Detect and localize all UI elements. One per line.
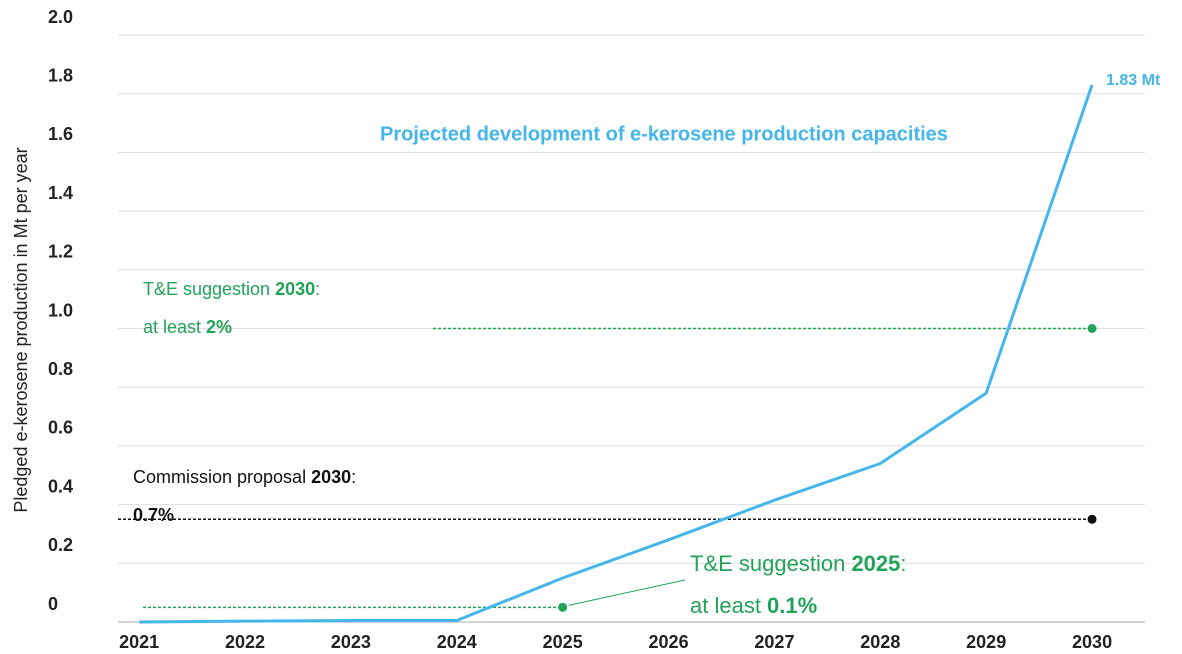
y-tick-label: 0.6 [48, 418, 73, 438]
x-tick-label: 2030 [1072, 632, 1112, 652]
annotation: at least 2% [143, 317, 232, 337]
x-tick-label: 2023 [331, 632, 371, 652]
annotation-part: : [900, 551, 906, 576]
annotation: at least 0.1% [690, 593, 817, 618]
annotation-part: 2030 [311, 467, 351, 487]
annotation-part: 2% [206, 317, 232, 337]
annotation-part: 2030 [275, 279, 315, 299]
x-tick-label: 2027 [754, 632, 794, 652]
y-tick-label: 0.8 [48, 359, 73, 379]
y-tick-label: 1.0 [48, 300, 73, 320]
x-tick-label: 2021 [119, 632, 159, 652]
annotation-part: Commission proposal [133, 467, 311, 487]
annotation: T&E suggestion 2030: [143, 279, 320, 299]
annotation: T&E suggestion 2025: [690, 551, 907, 576]
y-tick-label: 0 [48, 594, 58, 614]
reference-dot [1087, 324, 1097, 333]
x-tick-label: 2022 [225, 632, 265, 652]
y-tick-label: 1.4 [48, 183, 73, 203]
annotation-part: : [351, 467, 356, 487]
y-axis-label: Pledged e-kerosene production in Mt per … [11, 147, 31, 512]
legend-label: Projected development of e-kerosene prod… [380, 123, 948, 145]
x-tick-label: 2026 [649, 632, 689, 652]
y-tick-label: 1.2 [48, 242, 73, 262]
y-tick-label: 1.6 [48, 124, 73, 144]
annotation-part: at least [690, 593, 767, 618]
annotation: Commission proposal 2030: [133, 467, 356, 487]
y-tick-label: 2.0 [48, 7, 73, 27]
y-tick-label: 1.8 [48, 65, 73, 85]
data-line [139, 84, 1094, 624]
y-tick-label: 0.2 [48, 535, 73, 555]
annotation-part: T&E suggestion [690, 551, 851, 576]
annotation-part: : [315, 279, 320, 299]
reference-dot [1087, 514, 1097, 524]
x-tick-label: 2028 [860, 632, 900, 652]
annotation: 0.7% [133, 505, 174, 525]
annotation-part: at least [143, 317, 206, 337]
x-tick-label: 2024 [437, 632, 477, 652]
x-tick-label: 2025 [543, 632, 583, 652]
annotation-part: 0.7% [133, 505, 174, 525]
annotation-part: 0.1% [767, 593, 817, 618]
connector [568, 579, 686, 606]
annotation-part: 2025 [851, 551, 900, 576]
data-label: 1.83 Mt [1106, 72, 1161, 89]
annotation-part: T&E suggestion [143, 279, 275, 299]
y-tick-label: 0.4 [48, 476, 73, 496]
reference-dot [558, 602, 568, 612]
x-tick-label: 2029 [966, 632, 1006, 652]
